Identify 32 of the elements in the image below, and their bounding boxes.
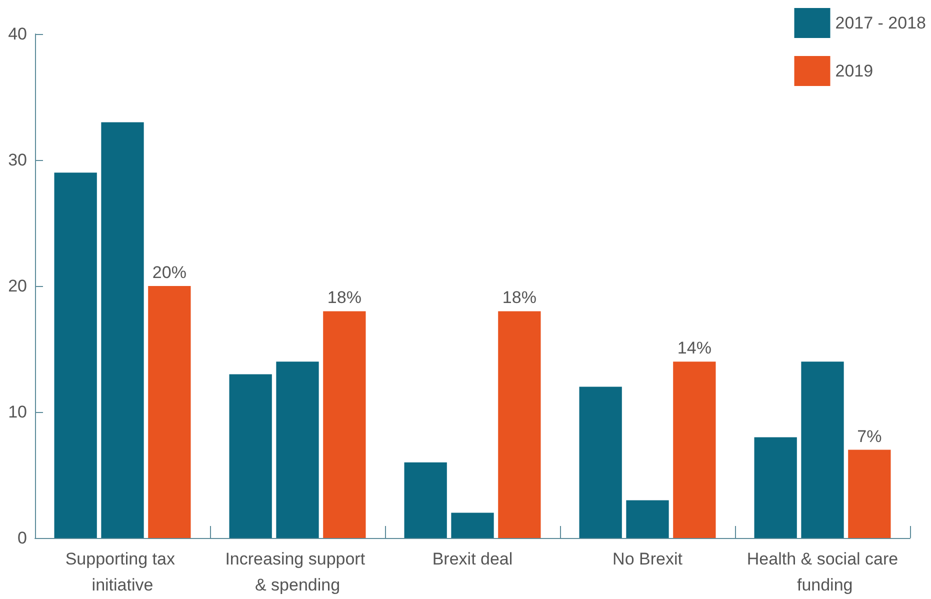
y-tick-label: 10 [8,402,27,422]
legend-label: 2019 [835,62,874,80]
data-label: 18% [327,288,362,308]
bar [579,386,622,538]
y-tick-label: 30 [8,150,27,170]
bar [229,374,272,538]
bar [801,362,844,538]
x-tick-label: Brexit deal [432,550,513,568]
bar [404,462,447,538]
x-tick-label: No Brexit [612,550,683,568]
data-label: 18% [502,288,536,308]
x-tick-label: Supporting tax initiative [65,550,180,594]
bar [754,437,797,538]
y-tick-label: 40 [8,24,27,44]
x-tick-label: Health & social care funding [746,550,898,594]
bar [323,311,366,538]
bar [673,362,716,538]
y-tick-label: 0 [18,528,27,548]
bar [148,286,191,538]
bar [451,512,494,538]
bar [54,172,97,538]
x-tick-label: Increasing support & spending [225,550,370,594]
bar [276,362,319,538]
bar [848,450,891,538]
data-label: 7% [857,426,882,446]
legend-label: 2017 - 2018 [835,14,926,32]
y-tick-label: 20 [8,276,27,296]
bar [626,500,669,538]
data-label: 20% [152,263,186,282]
bar [101,122,144,538]
bar [498,311,541,538]
data-label: 14% [677,338,712,358]
